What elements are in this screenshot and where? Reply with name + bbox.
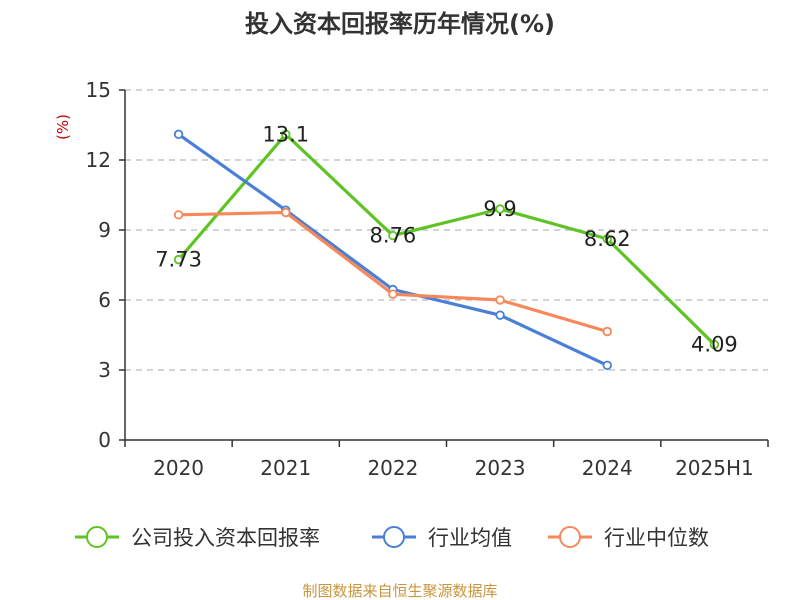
axes: 0 3 6 9 12 15 2020 2021 2022 2023 2024 2025H1: [86, 78, 769, 480]
data-point: [388, 230, 398, 241]
legend-swatch-marker: [86, 526, 108, 548]
y-tick-label: 6: [98, 288, 111, 312]
legend-label: 行业均值: [428, 526, 512, 550]
data-label: 8.62: [584, 227, 631, 251]
data-label: 8.76: [370, 224, 417, 248]
data-point: [173, 254, 184, 265]
data-point: [281, 129, 291, 140]
series-lines: [173, 129, 720, 371]
series-line-1: [177, 133, 608, 367]
x-tick-label: 2021: [260, 456, 311, 480]
data-point: [495, 310, 505, 320]
data-point: [602, 360, 612, 371]
legend-label: 公司投入资本回报率: [131, 526, 320, 550]
data-point: [602, 326, 612, 337]
data-label: 13.1: [262, 122, 309, 146]
y-axis-unit: (%): [54, 114, 72, 140]
legend-label: 行业中位数: [604, 526, 709, 550]
x-tick-label: 2025H1: [675, 456, 754, 480]
x-tick-label: 2023: [475, 456, 526, 480]
data-point: [173, 129, 184, 140]
y-tick-label: 0: [98, 428, 111, 452]
y-tick-label: 15: [86, 78, 111, 102]
data-label: 9.9: [483, 197, 516, 221]
data-point: [495, 204, 505, 214]
x-tick-label: 2020: [153, 456, 204, 480]
legend-swatch-marker: [383, 526, 405, 548]
y-tick-label: 9: [98, 218, 111, 242]
chart-title: 投入资本回报率历年情况(%): [245, 10, 555, 38]
series-line-0: [177, 132, 716, 346]
data-point: [281, 207, 291, 218]
data-label: 7.73: [155, 248, 202, 272]
data-point: [173, 210, 184, 220]
data-label: 4.09: [691, 333, 738, 357]
data-point: [709, 339, 720, 350]
legend-swatch-marker: [559, 526, 581, 548]
gridlines: [125, 89, 768, 371]
x-tick-label: 2022: [367, 456, 418, 480]
data-labels: 7.73 13.1 8.76 9.9 8.62 4.09: [155, 122, 738, 356]
x-tick-label: 2024: [582, 456, 633, 480]
data-point: [602, 234, 612, 244]
data-point: [388, 289, 398, 299]
source-note: 制图数据来自恒生聚源数据库: [302, 582, 497, 600]
data-point: [495, 295, 505, 305]
y-tick-label: 12: [86, 148, 111, 172]
legend: 公司投入资本回报率 行业均值 行业中位数: [75, 526, 709, 550]
y-tick-label: 3: [98, 358, 111, 382]
